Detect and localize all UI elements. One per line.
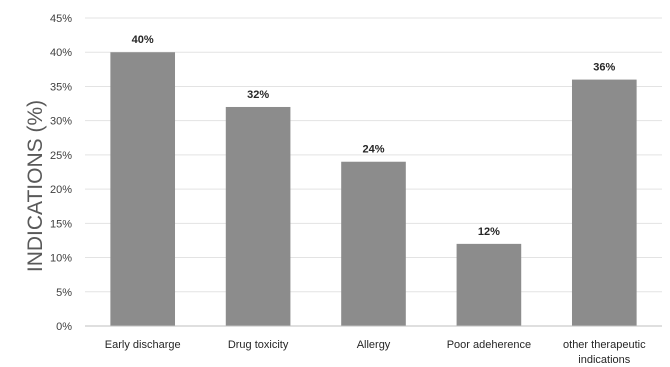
bar <box>456 243 522 326</box>
y-tick-label: 25% <box>50 150 72 162</box>
y-tick-label: 40% <box>50 47 72 59</box>
y-tick-label: 10% <box>50 253 72 265</box>
data-label: 32% <box>247 89 269 101</box>
y-tick-label: 15% <box>50 218 72 230</box>
data-label: 12% <box>478 226 500 238</box>
data-label: 36% <box>593 62 615 74</box>
y-tick-label: 35% <box>50 81 72 93</box>
bar <box>225 106 291 326</box>
category-label: other therapeutic indications <box>563 339 646 366</box>
y-tick-label: 5% <box>56 287 72 299</box>
y-tick-label: 0% <box>56 321 72 333</box>
bar <box>341 161 406 326</box>
category-label: Drug toxicity <box>228 339 289 351</box>
bar <box>571 79 637 326</box>
data-label: 40% <box>132 34 154 46</box>
labels: 0% 5% 10% 15% 20% 25% 30% 35% 40% 45% 40% Early dis… <box>50 13 646 366</box>
y-tick-label: 45% <box>50 13 72 25</box>
category-label: Early discharge <box>105 339 181 351</box>
category-label: Poor adeherence <box>447 339 531 351</box>
bar <box>110 52 176 326</box>
bars <box>110 52 637 326</box>
y-axis-title: INDICATIONS (%) <box>24 100 47 272</box>
category-label: Allergy <box>357 339 391 351</box>
data-label: 24% <box>362 144 384 156</box>
gridlines <box>85 17 662 293</box>
y-tick-label: 30% <box>50 116 72 128</box>
y-tick-label: 20% <box>50 184 72 196</box>
